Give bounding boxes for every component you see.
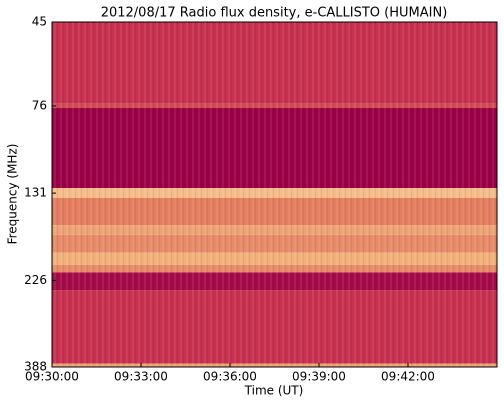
x-tick-label: 09:42:00 [381,370,435,384]
x-tick-label: 09:39:00 [292,370,346,384]
x-tick-label: 09:36:00 [203,370,257,384]
y-tick-label: 76 [32,98,47,112]
y-axis-label: Frequency (MHz) [6,144,20,245]
y-tick-label: 226 [24,273,47,287]
y-tick-label: 131 [24,186,47,200]
texture [52,22,497,367]
y-tick-label: 388 [24,360,47,374]
plot-frame [51,21,498,368]
x-tick-label: 09:30:00 [25,370,79,384]
chart-title: 2012/08/17 Radio flux density, e-CALLIST… [101,6,448,21]
x-tick-label: 09:33:00 [114,370,168,384]
plot-area [52,22,497,367]
y-tick-label: 45 [32,15,47,29]
x-axis-label: Time (UT) [244,384,304,398]
